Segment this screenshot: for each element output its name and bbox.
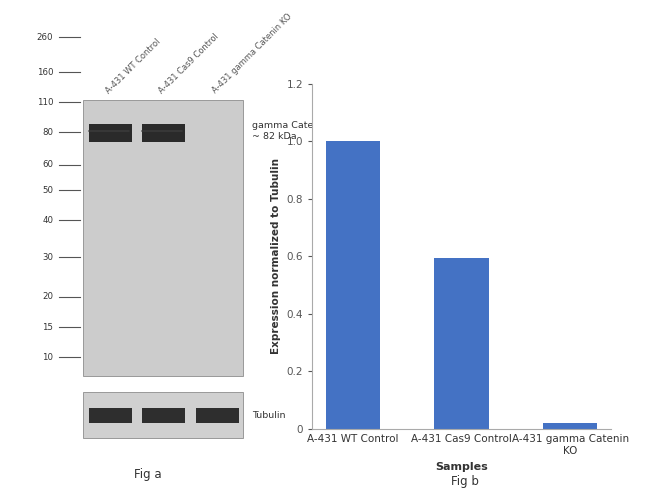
Text: A-431 gamma Catenin KO: A-431 gamma Catenin KO — [211, 12, 294, 95]
Text: 10: 10 — [42, 352, 53, 362]
Bar — [543, 423, 597, 429]
Text: 15: 15 — [42, 322, 53, 331]
Bar — [83, 392, 243, 438]
Text: 110: 110 — [37, 98, 53, 107]
X-axis label: Samples: Samples — [435, 461, 488, 472]
Text: 50: 50 — [42, 186, 53, 195]
Text: 80: 80 — [42, 128, 53, 137]
Text: 260: 260 — [37, 33, 53, 42]
Text: Tubulin: Tubulin — [252, 411, 285, 420]
Bar — [83, 100, 243, 376]
Bar — [89, 125, 132, 142]
Text: gamma Catenin
~ 82 kDa: gamma Catenin ~ 82 kDa — [252, 121, 328, 141]
Text: 160: 160 — [37, 68, 53, 76]
Text: 30: 30 — [42, 253, 53, 262]
Bar — [434, 258, 489, 429]
Bar — [89, 408, 132, 423]
Text: Fig a: Fig a — [135, 468, 162, 481]
Text: A-431 Cas9 Control: A-431 Cas9 Control — [157, 32, 221, 95]
Text: A-431 WT Control: A-431 WT Control — [104, 37, 162, 95]
Text: 20: 20 — [42, 292, 53, 301]
Y-axis label: Expression normalized to Tubulin: Expression normalized to Tubulin — [271, 158, 281, 354]
Bar — [142, 408, 185, 423]
Bar — [196, 408, 239, 423]
Text: Fig b: Fig b — [451, 475, 478, 488]
Bar — [142, 125, 185, 142]
Text: 40: 40 — [42, 216, 53, 225]
Bar — [326, 141, 380, 429]
Text: 60: 60 — [42, 160, 53, 169]
